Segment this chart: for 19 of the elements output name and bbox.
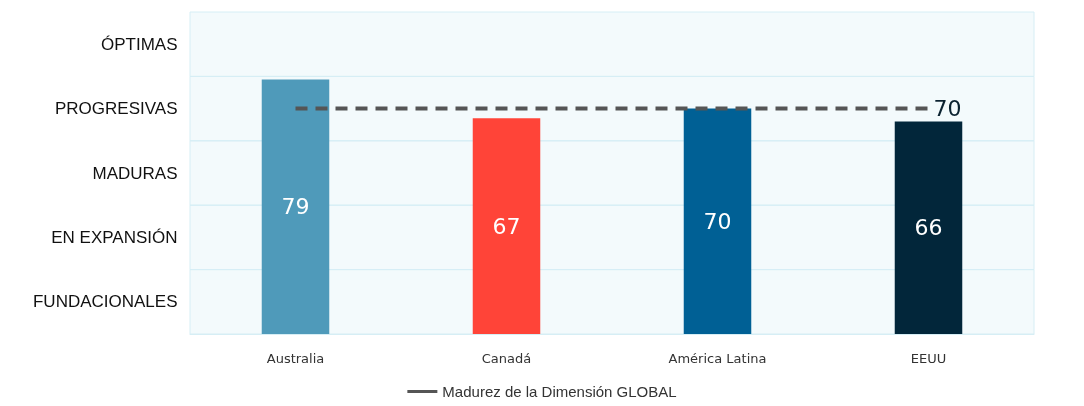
x-tick-label: Australia bbox=[266, 351, 325, 366]
x-tick-label: EEUU bbox=[910, 351, 947, 366]
bar bbox=[683, 108, 752, 334]
band-label: EN EXPANSIÓN bbox=[51, 227, 178, 247]
band-label: PROGRESIVAS bbox=[55, 99, 178, 119]
bar bbox=[261, 79, 330, 334]
band-label: MADURAS bbox=[92, 163, 178, 183]
bar bbox=[894, 121, 963, 334]
band-label: ÓPTIMAS bbox=[100, 34, 178, 54]
x-tick-label: América Latina bbox=[668, 351, 767, 366]
band-label: FUNDACIONALES bbox=[32, 292, 178, 312]
data-label: 66 bbox=[914, 215, 943, 241]
x-tick-label: Canadá bbox=[481, 351, 532, 366]
data-label: 70 bbox=[933, 96, 962, 122]
bar bbox=[472, 118, 541, 334]
data-label: 70 bbox=[703, 208, 732, 234]
legend-label: Madurez de la Dimensión GLOBAL bbox=[442, 383, 677, 400]
data-label: 79 bbox=[281, 194, 310, 220]
data-label: 67 bbox=[492, 213, 521, 239]
